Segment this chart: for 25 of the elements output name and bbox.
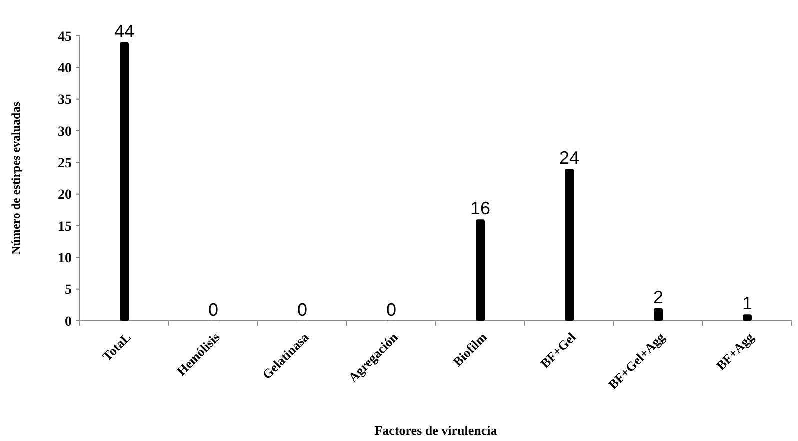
bar — [476, 220, 485, 321]
data-label: 1 — [742, 294, 753, 314]
bar — [743, 314, 752, 321]
data-label: 2 — [653, 287, 664, 308]
data-label: 24 — [559, 148, 580, 168]
y-tick-label: 30 — [58, 124, 72, 140]
y-tick-label: 0 — [65, 314, 72, 330]
data-label: 0 — [208, 300, 219, 320]
y-tick-label: 5 — [65, 283, 72, 298]
y-tick-label: 35 — [58, 93, 72, 108]
data-label: 44 — [114, 21, 135, 42]
y-tick-label: 25 — [58, 156, 72, 172]
data-label: 16 — [470, 198, 491, 219]
y-tick-label: 15 — [58, 220, 72, 235]
bar — [565, 169, 574, 321]
y-tick-label: 40 — [58, 62, 72, 77]
y-tick-label: 10 — [58, 252, 72, 267]
bar — [120, 42, 129, 321]
data-label: 0 — [386, 300, 397, 320]
y-tick-label: 45 — [58, 30, 72, 45]
y-axis-title: Número de estirpes evaluadas — [9, 102, 23, 255]
bar — [654, 308, 663, 321]
x-axis-title: Factores de virulencia — [374, 423, 498, 438]
y-tick-label: 20 — [58, 188, 72, 204]
data-label: 0 — [297, 300, 308, 320]
